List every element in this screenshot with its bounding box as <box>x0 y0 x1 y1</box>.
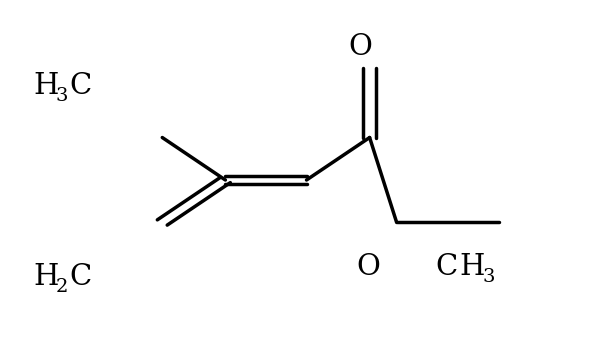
Text: C: C <box>69 72 91 100</box>
Text: 3: 3 <box>483 268 495 286</box>
Text: O: O <box>356 253 380 281</box>
Text: 3: 3 <box>56 87 69 105</box>
Text: H: H <box>33 72 58 100</box>
Text: O: O <box>349 33 373 61</box>
Text: H: H <box>33 263 58 291</box>
Text: C: C <box>436 253 458 281</box>
Text: 2: 2 <box>56 278 69 296</box>
Text: C: C <box>69 263 91 291</box>
Text: H: H <box>460 253 485 281</box>
